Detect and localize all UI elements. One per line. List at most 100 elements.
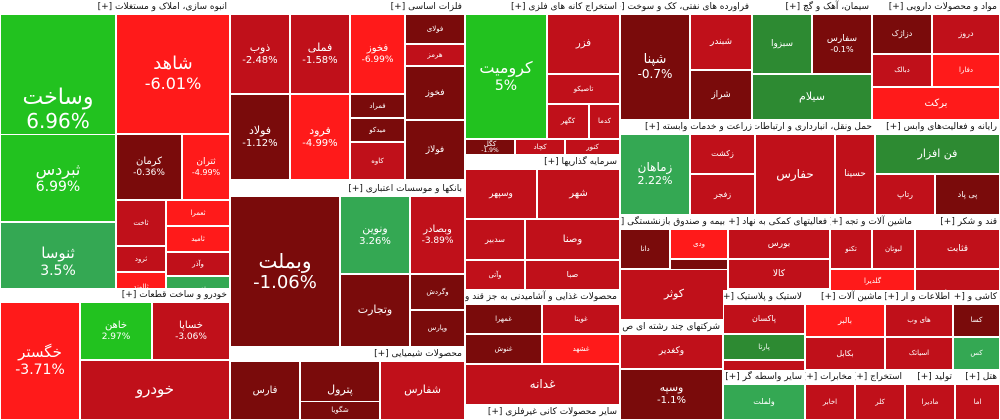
stock-tile[interactable]: فخوز xyxy=(405,66,465,120)
stock-tile[interactable]: وسپهر xyxy=(465,169,537,219)
stock-tile[interactable]: دروز xyxy=(932,14,1000,54)
stock-tile[interactable]: سدبیر xyxy=(465,219,525,260)
stock-tile[interactable]: فزر xyxy=(547,14,620,74)
stock-tile[interactable]: ثبردس 6.99% xyxy=(0,134,116,222)
stock-tile[interactable]: ودی xyxy=(670,229,728,259)
stock-tile[interactable]: فولاد -1.12% xyxy=(230,94,290,180)
stock-tile[interactable]: های وب xyxy=(885,304,953,337)
stock-tile[interactable]: وبملت -1.06% xyxy=(230,196,340,347)
stock-tile[interactable]: تاصیکو xyxy=(547,74,620,104)
stock-tile[interactable]: فولای xyxy=(405,14,465,44)
stock-tile[interactable]: گلدیرا xyxy=(830,269,915,294)
stock-tile[interactable]: غدانه xyxy=(465,364,620,405)
stock-tile[interactable]: شفارس xyxy=(380,361,465,420)
stock-tile[interactable]: ذوب -2.48% xyxy=(230,14,290,94)
stock-tile[interactable]: ولملت xyxy=(723,384,805,420)
sector-header[interactable]: قند و شکر [+] xyxy=(915,215,1000,229)
stock-tile[interactable]: فن افزار xyxy=(875,134,1000,174)
stock-tile[interactable]: اخابر xyxy=(805,384,855,420)
stock-tile[interactable]: خودرو xyxy=(80,360,230,420)
stock-tile[interactable]: شراز xyxy=(690,70,752,120)
stock-tile[interactable]: فولاژ xyxy=(405,120,465,180)
sector-header[interactable]: رایانه و فعالیت‌های وابس [+] xyxy=(875,120,1000,134)
stock-tile[interactable]: وپارس xyxy=(410,310,465,347)
stock-tile[interactable]: زکشت xyxy=(690,134,755,174)
stock-tile[interactable]: وآتی xyxy=(465,260,525,290)
stock-tile[interactable]: فرود -4.99% xyxy=(290,94,350,180)
stock-tile[interactable]: پی پاد xyxy=(935,174,1000,215)
stock-tile[interactable]: فارس xyxy=(230,361,300,420)
stock-tile[interactable]: کلر xyxy=(855,384,905,420)
sector-header[interactable]: سرمایه گذاریها [+] xyxy=(465,155,620,169)
stock-tile[interactable]: کنور xyxy=(565,139,620,155)
stock-tile[interactable]: کرمان -0.36% xyxy=(116,134,182,200)
stock-tile[interactable]: برکت xyxy=(872,87,1000,120)
sector-header[interactable]: هتل [+] xyxy=(955,370,1000,384)
stock-tile[interactable]: کرومیت 5% xyxy=(465,14,547,139)
sector-header[interactable]: فراورده های نفتی، کک و سوخت [+] xyxy=(620,0,752,14)
stock-tile[interactable]: صبا xyxy=(525,260,620,290)
sector-header[interactable]: محصولات غذایی و آشامیدنی به جز قند و شکر… xyxy=(465,290,620,304)
stock-tile[interactable]: مادیرا xyxy=(905,384,955,420)
stock-tile[interactable]: کگهر xyxy=(547,104,589,139)
stock-tile[interactable]: کگل -1.9% xyxy=(465,139,515,155)
sector-header[interactable]: کاشی و [+] xyxy=(953,290,1000,304)
stock-tile[interactable]: لبوتان xyxy=(872,229,915,269)
stock-tile[interactable]: کچاد xyxy=(515,139,565,155)
stock-tile[interactable]: سبزوا xyxy=(752,14,812,74)
sector-header[interactable]: مواد و محصولات دارویی [+] xyxy=(872,0,1000,14)
sector-header[interactable]: تولید [+] xyxy=(905,370,955,384)
sector-header[interactable]: لاستیک و پلاستیک [+] xyxy=(723,290,805,304)
stock-tile[interactable]: وتجارت xyxy=(340,274,410,347)
stock-tile[interactable]: فمراد xyxy=(350,94,405,118)
stock-tile[interactable]: بورس xyxy=(728,229,830,259)
stock-tile[interactable]: اسیاتک xyxy=(885,337,953,370)
stock-tile[interactable]: کس xyxy=(953,337,1000,370)
stock-tile[interactable]: وبصادر -3.89% xyxy=(410,196,465,274)
sector-header[interactable]: مخابرات [+] xyxy=(805,370,855,384)
stock-tile[interactable]: غنوش xyxy=(465,334,542,364)
stock-tile[interactable]: خگستر -3.71% xyxy=(0,302,80,420)
stock-tile[interactable]: ثنوسا 3.5% xyxy=(0,222,116,288)
sector-header[interactable]: انبوه سازی، املاک و مستغلات [+] xyxy=(0,0,230,14)
stock-tile[interactable]: ثتران -4.99% xyxy=(182,134,230,200)
stock-tile[interactable]: وآذر xyxy=(166,252,230,276)
stock-tile[interactable]: زماهان 2.22% xyxy=(620,134,690,215)
stock-tile[interactable]: غشهد xyxy=(542,334,620,364)
sector-header[interactable]: سیمان، آهک و گچ [+] xyxy=(752,0,872,14)
stock-tile[interactable]: فملی -1.58% xyxy=(290,14,350,94)
stock-tile[interactable]: ثامید xyxy=(166,226,230,252)
stock-tile[interactable]: دبالک xyxy=(872,54,932,87)
stock-tile[interactable]: زفجر xyxy=(690,174,755,215)
sector-header[interactable]: شرکتهای چند رشته ای ص [+] xyxy=(620,320,723,334)
stock-tile[interactable]: وصنا xyxy=(525,219,620,260)
stock-tile[interactable]: غویتا xyxy=(542,304,620,334)
stock-tile[interactable]: شهر xyxy=(537,169,620,219)
stock-tile[interactable]: بالبر xyxy=(805,304,885,337)
sector-header[interactable]: بیمه و صندوق بازنشستگی [+] xyxy=(620,215,728,229)
stock-tile[interactable]: ونوین 3.26% xyxy=(340,196,410,274)
stock-tile[interactable]: وکغدیر xyxy=(620,334,723,369)
stock-tile[interactable]: ثرود xyxy=(116,246,166,272)
stock-tile[interactable]: فخوز -6.99% xyxy=(350,14,405,94)
stock-tile[interactable]: وگردش xyxy=(410,274,465,310)
stock-tile[interactable]: وسپه -1.1% xyxy=(620,369,723,420)
sector-header[interactable]: خودرو و ساخت قطعات [+] xyxy=(0,288,230,302)
sector-header[interactable]: ماشین آلات [+] xyxy=(805,290,885,304)
sector-header[interactable]: فلزات اساسی [+] xyxy=(230,0,465,14)
stock-tile[interactable]: حفارس xyxy=(755,134,835,215)
stock-tile[interactable]: خاهن 2.97% xyxy=(80,302,152,360)
sector-header[interactable]: سایر محصولات کانی غیرفلزی [+] xyxy=(465,405,620,419)
stock-tile[interactable]: ثعمرا xyxy=(166,200,230,226)
stock-tile[interactable]: کاوه xyxy=(350,142,405,180)
stock-tile[interactable]: دزاژک xyxy=(872,14,932,54)
stock-tile[interactable]: ثغرب xyxy=(166,276,230,288)
sector-header[interactable]: حمل ونقل، انبارداری و ارتباطات [+] xyxy=(755,120,875,134)
stock-tile[interactable]: قثابت xyxy=(915,229,1000,269)
stock-tile[interactable]: تکنو xyxy=(830,229,872,269)
stock-tile[interactable]: شاهد -6.01% xyxy=(116,14,230,134)
stock-tile[interactable]: کدما xyxy=(589,104,620,139)
stock-tile[interactable]: کوثر xyxy=(620,269,728,320)
stock-tile[interactable]: دفارا xyxy=(932,54,1000,87)
stock-tile[interactable]: ثاخت xyxy=(116,200,166,246)
